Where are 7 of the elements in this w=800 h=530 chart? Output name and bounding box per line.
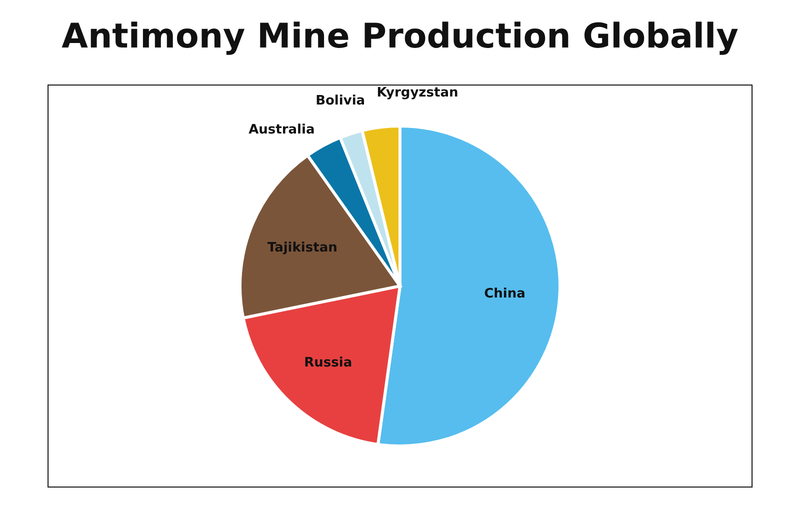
slice-label: Australia: [248, 122, 315, 138]
slice-label: Kyrgyzstan: [376, 85, 458, 100]
slice-label: China: [484, 286, 526, 302]
chart-title: Antimony Mine Production Globally: [62, 16, 738, 56]
slice-label: Russia: [304, 356, 352, 371]
slice-label: Bolivia: [316, 93, 366, 108]
slice-label: Tajikistan: [267, 240, 338, 256]
